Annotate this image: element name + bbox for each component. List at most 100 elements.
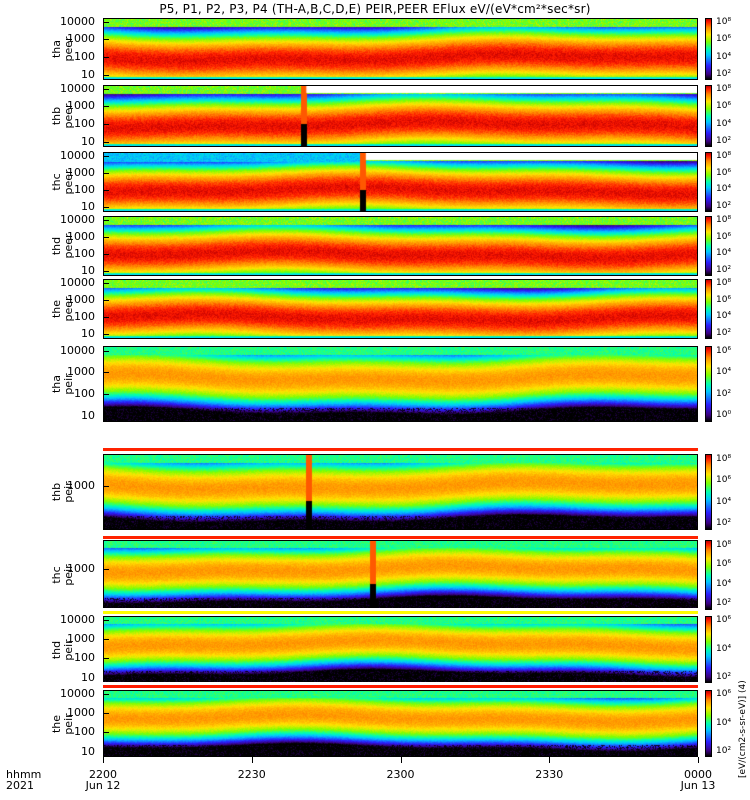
y-tick-mark [103, 106, 109, 108]
y-tick-mark [103, 334, 109, 336]
panel-separator [103, 611, 698, 614]
colorbar-tick-label: 10⁴ [716, 717, 732, 728]
colorbar-thd-peir [705, 616, 712, 683]
colorbar-tick-label: 10⁴ [716, 184, 732, 195]
x-tick-label: 0000 [684, 768, 712, 781]
colorbar-tick-label: 10⁴ [716, 578, 732, 589]
y-tick-mark [103, 485, 109, 487]
spectrogram-image-the-peir [104, 691, 697, 756]
y-tick-label: 10 [81, 670, 95, 684]
colorbar-tick-label: 10⁴ [716, 118, 732, 129]
x-axis-label-hhmm: hhmm [6, 768, 42, 781]
spectrogram-panel-thc-peer [103, 152, 698, 212]
colorbar-tick-label: 10⁴ [716, 496, 732, 507]
y-tick-label: 100 [74, 651, 95, 665]
panel-separator [103, 682, 698, 685]
colorbar-tick-label: 10⁶ [716, 34, 732, 45]
x-tick-mark [103, 757, 104, 763]
spectrogram-image-thb-peir [104, 455, 697, 529]
y-tick-mark [103, 124, 109, 126]
x-tick-label: 2330 [535, 768, 564, 781]
colorbar-tick-label: 10⁸ [716, 539, 732, 550]
spectrogram-image-thc-peer [104, 153, 697, 211]
y-tick-mark [103, 254, 109, 255]
colorbar-thb-peer [705, 85, 712, 147]
colorbar-tick-label: 10² [716, 136, 732, 147]
x-tick-label: 2200 [89, 768, 117, 781]
x-tick-label: 2300 [386, 768, 415, 781]
y-tick-label: 10000 [60, 613, 95, 627]
y-tick-mark [103, 299, 109, 301]
spectrogram-panel-tha-peer [103, 18, 698, 80]
y-tick-mark [103, 372, 109, 374]
y-tick-label: 1000 [67, 632, 95, 646]
panel-separator [103, 448, 698, 451]
spectrogram-image-thd-peir [104, 617, 697, 682]
spectrogram-panel-the-peir [103, 690, 698, 757]
y-tick-mark [103, 751, 109, 753]
y-tick-mark [103, 142, 109, 144]
colorbar-tick-label: 10⁶ [716, 346, 732, 357]
y-tick-label: 100 [74, 725, 95, 739]
y-tick-label: 10 [81, 135, 95, 149]
panel-separator [103, 685, 698, 688]
colorbar-tick-label: 10⁶ [716, 615, 732, 626]
y-tick-label: 1000 [67, 99, 95, 113]
spectrogram-panel-tha-peir [103, 346, 698, 422]
y-tick-mark [103, 569, 109, 571]
colorbar-tha-peer [705, 18, 712, 80]
y-tick-mark [103, 415, 109, 417]
spectrogram-panel-thb-peir [103, 454, 698, 530]
plot-title: P5, P1, P2, P3, P4 (TH-A,B,C,D,E) PEIR,P… [159, 2, 591, 16]
y-tick-mark [103, 713, 109, 715]
y-tick-mark [103, 271, 109, 273]
y-tick-mark [103, 677, 109, 679]
x-tick-mark [549, 757, 551, 763]
spectrogram-image-tha-peer [104, 19, 697, 79]
x-tick-mark [400, 757, 402, 763]
colorbar-thd-peer [705, 216, 712, 276]
colorbar-thb-peir [705, 454, 712, 530]
colorbar-tick-label: 10⁰ [716, 409, 732, 420]
colorbar-tick-label: 10² [716, 69, 732, 80]
y-tick-label: 100 [74, 50, 95, 64]
spectrogram-image-thd-peer [104, 217, 697, 275]
colorbar-tick-label: 10⁴ [716, 643, 732, 654]
colorbar-tick-label: 10⁸ [716, 16, 732, 27]
y-tick-label: 10000 [60, 148, 95, 162]
y-tick-mark [103, 394, 109, 396]
y-tick-mark [103, 155, 109, 157]
y-tick-label: 10 [81, 68, 95, 82]
y-tick-label: 1000 [67, 292, 95, 306]
spectrogram-panel-thb-peer [103, 85, 698, 147]
y-tick-mark [103, 317, 109, 318]
y-tick-label: 1000 [67, 706, 95, 720]
colorbar-tick-label: 10² [716, 201, 732, 212]
panel-separator [103, 533, 698, 536]
y-tick-mark [103, 219, 109, 221]
y-tick-label: 10000 [60, 275, 95, 289]
y-tick-label: 100 [74, 247, 95, 260]
colorbar-thc-peer [705, 152, 712, 212]
y-tick-mark [103, 172, 109, 174]
colorbar-tick-label: 10⁶ [716, 475, 732, 486]
colorbar-tick-label: 10⁶ [716, 689, 732, 700]
y-tick-mark [103, 658, 109, 660]
y-tick-label: 10 [81, 200, 95, 214]
y-tick-label: 10 [81, 744, 95, 758]
colorbar-tick-label: 10⁶ [716, 559, 732, 570]
y-tick-label: 10 [81, 408, 95, 422]
y-tick-mark [103, 88, 109, 90]
colorbar-tha-peir [705, 346, 712, 422]
colorbar-tick-label: 10⁸ [716, 150, 732, 161]
y-tick-mark [103, 21, 109, 23]
spectrogram-image-tha-peir [104, 347, 697, 421]
colorbar-tick-label: 10² [716, 517, 732, 528]
colorbar-the-peer [705, 279, 712, 339]
y-tick-mark [103, 732, 109, 734]
y-tick-label: 100 [74, 387, 95, 401]
y-tick-label: 1000 [67, 229, 95, 243]
spectrogram-panel-the-peer [103, 279, 698, 339]
colorbar-tick-label: 10⁴ [716, 311, 732, 322]
colorbar-tick-label: 10⁸ [716, 277, 732, 288]
